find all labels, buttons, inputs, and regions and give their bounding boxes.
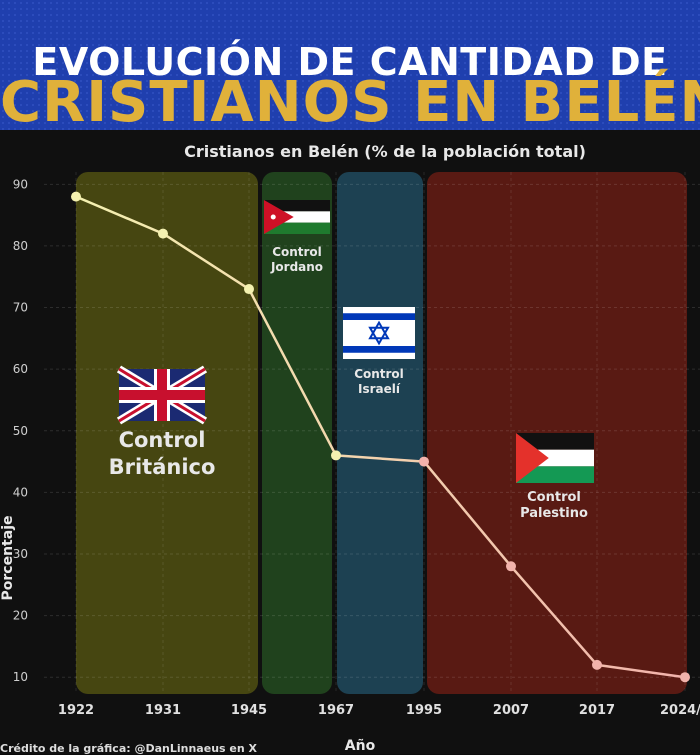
region-label-israel: Control <box>354 367 404 381</box>
palestine-flag-icon <box>516 433 594 483</box>
region-band-jordan <box>262 172 332 694</box>
region-band-uk <box>76 172 258 694</box>
y-tick-label: 90 <box>13 177 28 191</box>
y-tick-label: 40 <box>13 485 28 499</box>
y-tick-label: 30 <box>13 547 28 561</box>
data-point-1995 <box>419 456 429 467</box>
uk-flag-cross-red <box>119 390 205 400</box>
region-label-uk: Británico <box>109 455 216 479</box>
region-label-uk: Control <box>119 428 206 452</box>
x-tick-label: 1922 <box>58 703 94 718</box>
x-tick-label: 1945 <box>231 703 267 718</box>
x-axis-label: Año <box>345 738 376 754</box>
y-tick-label: 10 <box>13 670 28 684</box>
israel-flag-icon <box>343 307 415 359</box>
x-tick-label: 1995 <box>406 703 442 718</box>
region-band-israel <box>337 172 423 694</box>
data-point-2017 <box>592 659 602 670</box>
y-tick-label: 70 <box>13 301 28 315</box>
series-line <box>75 195 686 679</box>
banner-title-line2: CRISTIANOS EN BELÉN <box>0 70 700 135</box>
data-point-2007 <box>506 561 516 572</box>
banner-title-line1: EVOLUCIÓN DE CANTIDAD DE <box>32 40 668 84</box>
region-label-palestine: Palestino <box>520 506 588 521</box>
data-point-1945 <box>244 284 254 295</box>
y-tick-label: 50 <box>13 424 28 438</box>
y-axis-label: Porcentaje <box>0 516 16 601</box>
x-tick-label: 2017 <box>579 703 615 718</box>
data-point-1922 <box>71 191 81 202</box>
data-point-1931 <box>158 228 168 239</box>
region-label-jordan: Jordano <box>270 260 323 274</box>
x-tick-label: 2024/5 <box>660 703 700 718</box>
jordan-flag-icon <box>264 200 330 234</box>
y-tick-label: 60 <box>13 362 28 376</box>
region-label-palestine: Control <box>527 490 581 505</box>
palestine-flag-triangle <box>516 433 549 483</box>
region-label-jordan: Control <box>272 245 322 259</box>
israel-flag-stripe <box>343 346 415 353</box>
line-chart: 10 20 30 40 50 60 70 80 90 1922 1931 1945 1967 1995 20… <box>0 142 700 754</box>
palestine-flag-stripe <box>516 466 594 483</box>
star-of-david-icon <box>368 326 390 346</box>
star-of-david-icon <box>368 320 390 340</box>
chart-title: Cristianos en Belén (% de la población t… <box>184 142 586 161</box>
uk-flag-icon <box>116 365 208 425</box>
chart-panel: 10 20 30 40 50 60 70 80 90 1922 1931 1945 1967 1995 20… <box>0 130 700 754</box>
israel-flag-stripe <box>343 313 415 320</box>
region-label-israel: Israelí <box>358 382 401 396</box>
palestine-flag-stripe <box>516 433 594 450</box>
data-point-1967 <box>331 450 341 461</box>
x-tick-label: 2007 <box>493 703 529 718</box>
title-banner: EVOLUCIÓN DE CANTIDAD DE CRISTIANOS EN B… <box>0 0 700 134</box>
y-tick-label: 20 <box>13 609 28 623</box>
credit-text: Crédito de la gráfica: @DanLinnaeus en X <box>0 742 258 755</box>
x-tick-label: 1967 <box>318 703 354 718</box>
jordan-flag-stripe <box>264 211 330 223</box>
jordan-flag-star <box>270 214 276 220</box>
jordan-flag-stripe <box>264 200 330 212</box>
jordan-flag-triangle <box>264 200 294 234</box>
jordan-flag-stripe <box>264 222 330 234</box>
data-point-2024/5 <box>680 672 690 683</box>
y-tick-label: 80 <box>13 239 28 253</box>
x-tick-label: 1931 <box>145 703 181 718</box>
